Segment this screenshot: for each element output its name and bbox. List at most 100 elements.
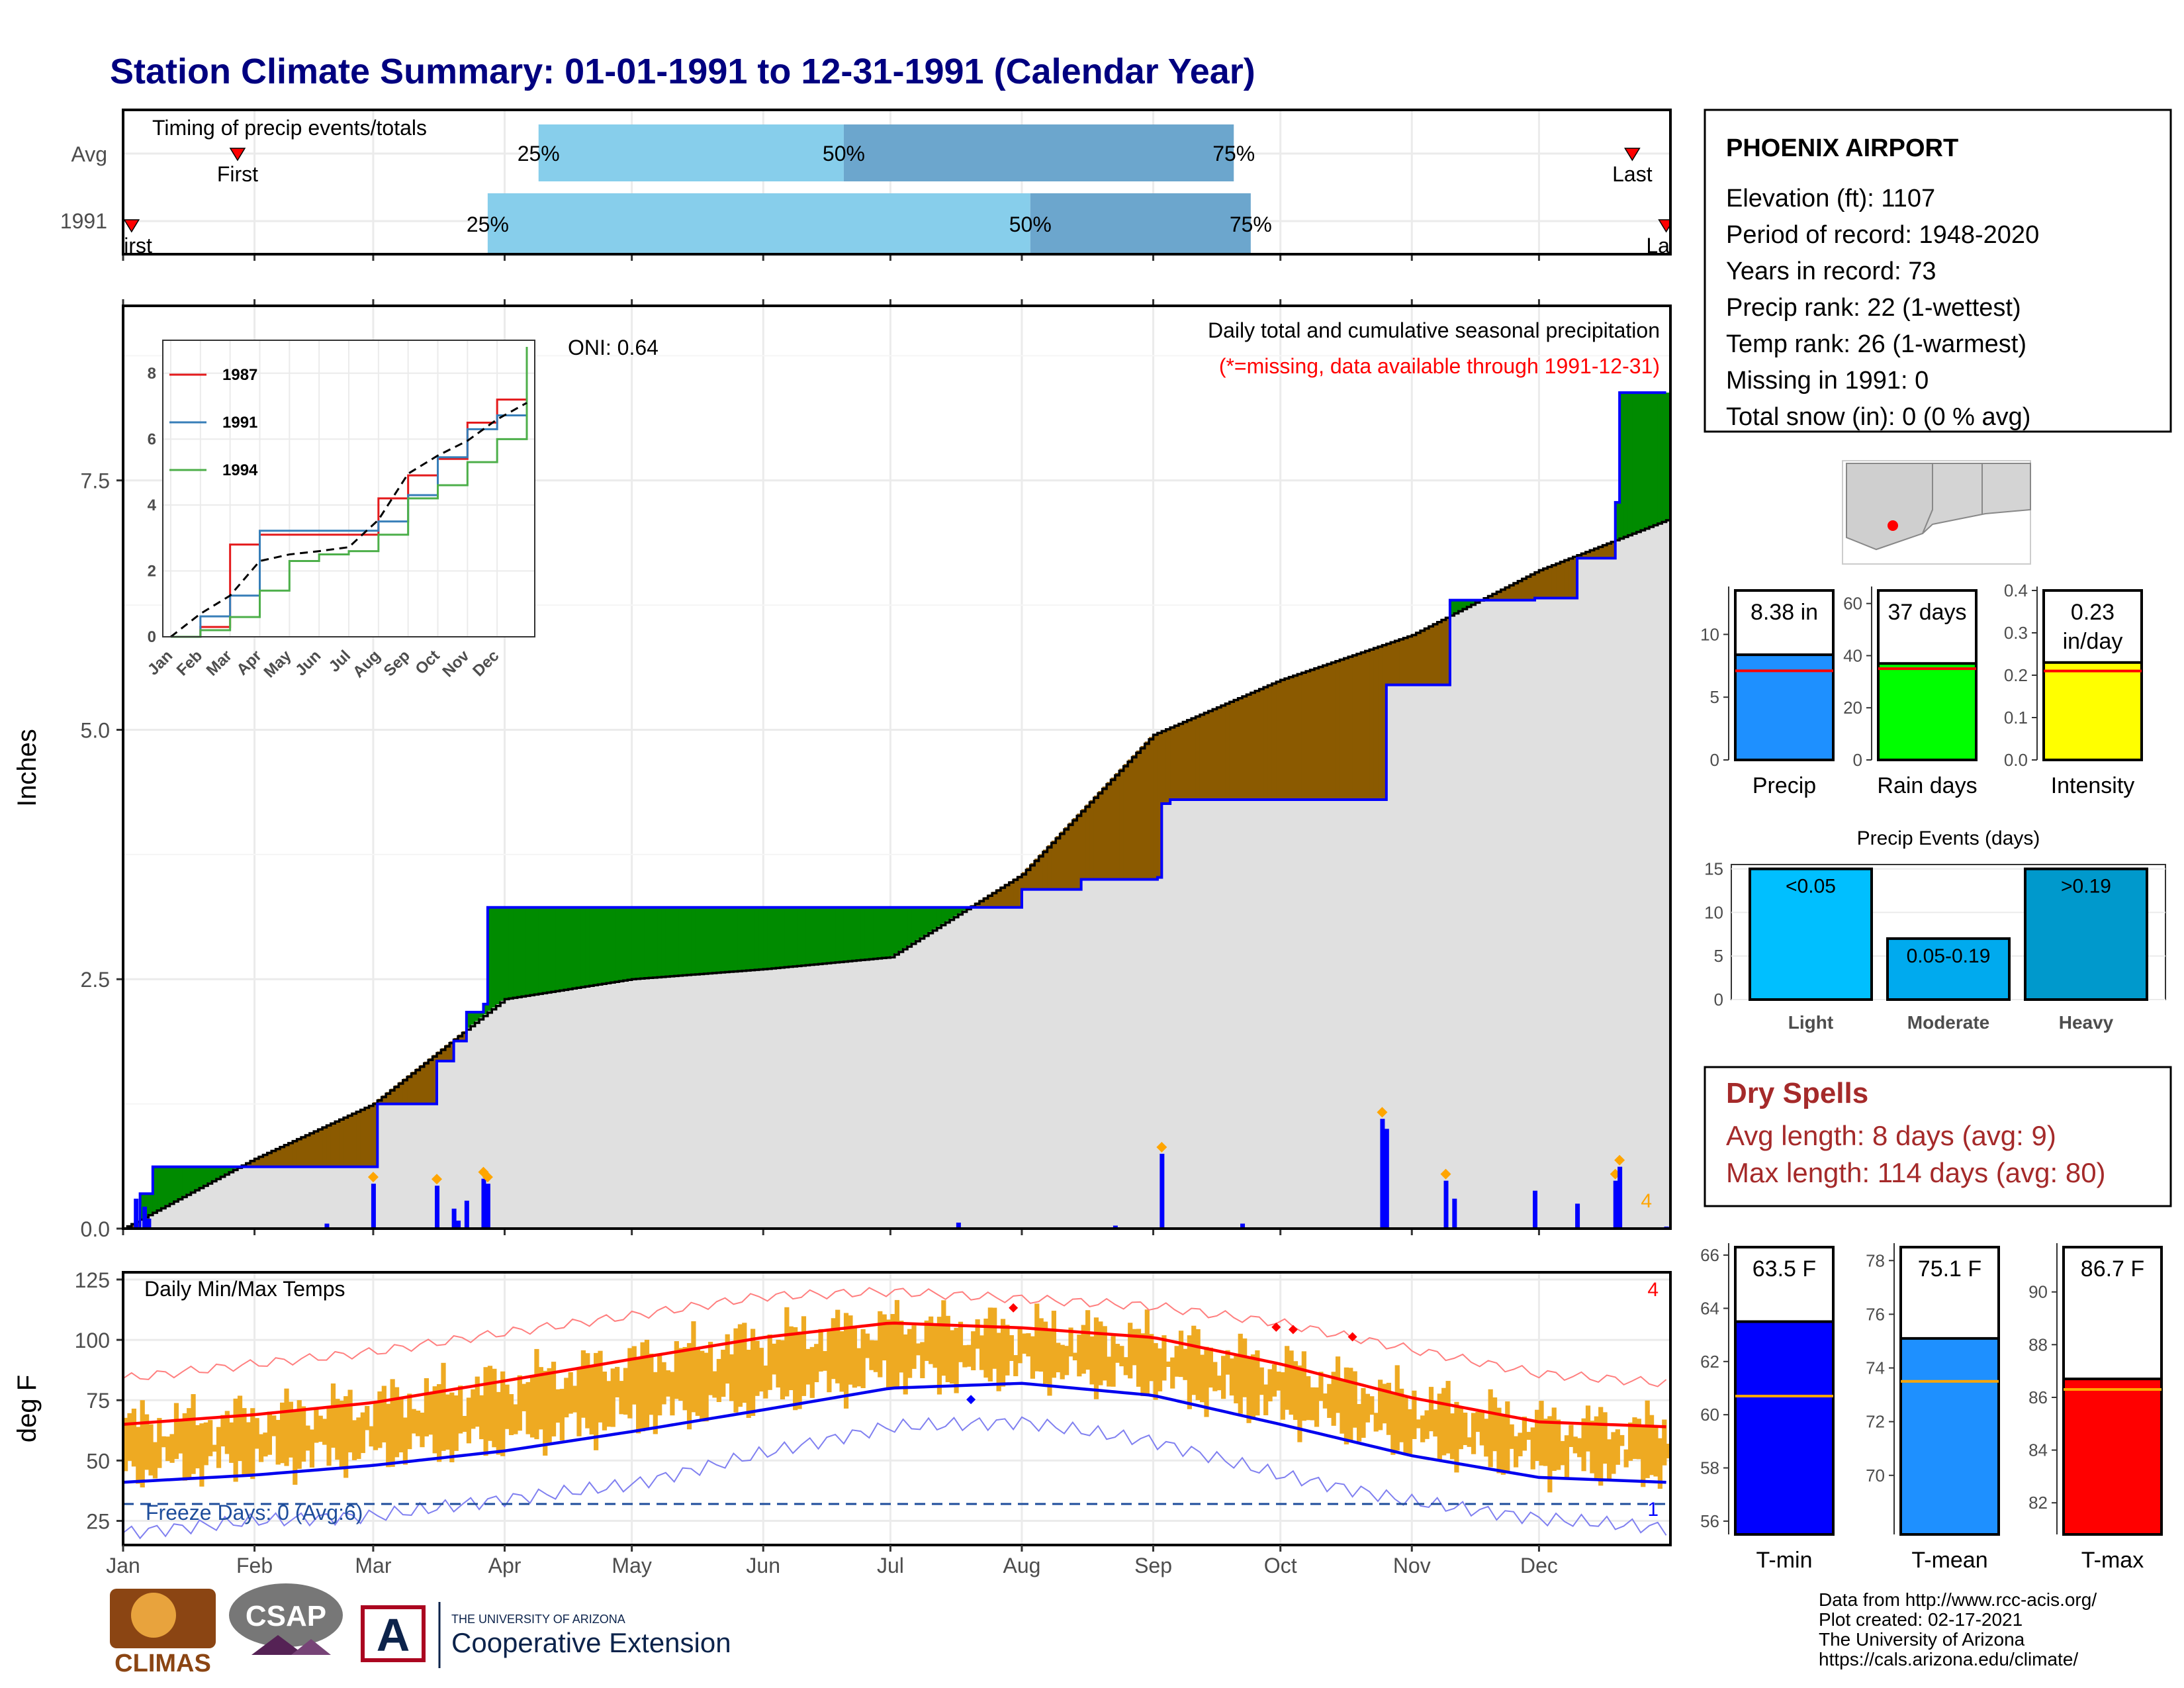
above-avg-fill — [483, 1004, 488, 1015]
ua-logo-small: THE UNIVERSITY OF ARIZONA — [451, 1613, 625, 1626]
daily-temp-bar — [1590, 1421, 1595, 1474]
below-avg-fill — [1539, 569, 1544, 598]
above-avg-fill — [721, 907, 726, 972]
small-bar-name: T-min — [1756, 1548, 1813, 1573]
timing-marker-label: Last — [1612, 162, 1653, 186]
above-avg-fill — [606, 907, 612, 983]
daily-temp-bar — [1382, 1383, 1387, 1424]
daily-temp-bar — [1234, 1354, 1239, 1403]
small-bar-ytick-label: 5 — [1710, 687, 1719, 707]
below-avg-fill — [1526, 575, 1531, 600]
daily-precip-bar — [481, 1178, 486, 1229]
above-avg-fill — [751, 907, 756, 970]
daily-temp-bar — [933, 1325, 938, 1368]
daily-temp-bar — [1373, 1413, 1379, 1432]
events-category-label: Light — [1788, 1012, 1833, 1033]
daily-temp-bar — [627, 1348, 633, 1419]
daily-temp-bar — [1331, 1372, 1336, 1426]
daily-temp-bar — [780, 1340, 786, 1400]
daily-temp-bar — [1318, 1372, 1324, 1401]
above-avg-fill — [1641, 393, 1646, 530]
climas-logo: CLIMAS — [110, 1589, 216, 1677]
small-bar-ytick-label: 84 — [2028, 1440, 2048, 1460]
small-bar-ytick-label: 0.4 — [2004, 581, 2028, 600]
daily-temp-bar — [691, 1321, 696, 1413]
below-avg-fill — [1085, 804, 1091, 880]
daily-temp-bar — [347, 1389, 353, 1453]
below-avg-fill — [1115, 773, 1120, 880]
above-avg-fill — [594, 907, 599, 985]
daily-temp-bar — [809, 1346, 815, 1398]
daily-temp-bar — [1195, 1329, 1201, 1401]
below-avg-fill — [1585, 551, 1590, 559]
daily-temp-bar — [784, 1307, 790, 1397]
below-avg-fill — [1000, 886, 1005, 908]
daily-temp-bar — [1611, 1432, 1616, 1474]
below-avg-fill — [1161, 730, 1167, 804]
small-bar-value-label: 86.7 F — [2081, 1256, 2144, 1282]
daily-temp-bar — [1467, 1437, 1472, 1447]
daily-temp-bar — [1547, 1416, 1553, 1493]
below-avg-fill — [1089, 800, 1095, 880]
below-avg-fill — [1187, 719, 1192, 800]
daily-temp-bar — [250, 1408, 255, 1479]
daily-temp-bar — [1161, 1335, 1167, 1381]
below-avg-fill — [1581, 552, 1586, 559]
daily-temp-bar — [606, 1381, 612, 1427]
above-avg-fill — [1454, 600, 1459, 613]
below-avg-fill — [987, 894, 993, 908]
daily-temp-bar — [564, 1378, 569, 1418]
daily-temp-bar — [140, 1400, 145, 1488]
above-avg-fill — [725, 907, 730, 972]
daily-temp-bar — [576, 1368, 582, 1436]
daily-temp-bar — [339, 1400, 344, 1469]
daily-precip-bar — [134, 1198, 139, 1229]
below-avg-fill — [1216, 706, 1222, 800]
daily-temp-bar — [1598, 1407, 1604, 1486]
above-avg-fill — [203, 1166, 208, 1185]
above-avg-fill — [890, 907, 895, 957]
daily-temp-bar — [173, 1403, 179, 1460]
daily-temp-bar — [487, 1366, 493, 1441]
above-avg-fill — [529, 907, 535, 995]
above-avg-fill — [475, 1011, 480, 1021]
below-avg-fill — [1602, 544, 1608, 559]
below-avg-fill — [1157, 731, 1162, 878]
record-min-line — [122, 1416, 1667, 1540]
below-avg-fill — [462, 1031, 467, 1041]
daily-precip-bar — [371, 1184, 376, 1229]
daily-temp-bar — [483, 1367, 488, 1456]
above-avg-fill — [1463, 600, 1468, 608]
below-avg-fill — [1107, 782, 1112, 880]
daily-temp-bar — [772, 1343, 777, 1375]
above-avg-fill — [631, 907, 637, 980]
daily-temp-bar — [788, 1326, 794, 1391]
daily-temp-bar — [843, 1313, 849, 1409]
below-avg-fill — [360, 1109, 365, 1167]
above-avg-fill — [1662, 393, 1667, 522]
temp-panel: 25 50 75 100 125 deg F Daily Min/Max Temps F… — [13, 1268, 1672, 1577]
page-title: Station Climate Summary: 01-01-1991 to 1… — [110, 52, 1255, 91]
events-title: Precip Events (days) — [1857, 827, 2040, 849]
daily-temp-bar — [954, 1327, 959, 1393]
small-bar-ytick-label: 62 — [1700, 1352, 1719, 1372]
inset-legend-label: 1994 — [222, 461, 258, 479]
daily-temp-bar — [1077, 1335, 1082, 1377]
daily-temp-bar — [899, 1321, 904, 1373]
daily-temp-bar — [894, 1299, 900, 1389]
daily-temp-bar — [801, 1316, 807, 1396]
daily-temp-bar — [1140, 1333, 1146, 1397]
timing-row-label-avg: Avg — [71, 142, 107, 166]
daily-temp-bar — [1263, 1384, 1269, 1415]
daily-temp-bar — [1505, 1401, 1510, 1472]
above-avg-fill — [522, 907, 527, 996]
above-avg-fill — [784, 907, 790, 967]
daily-temp-bar — [390, 1379, 395, 1467]
below-avg-fill — [394, 1085, 399, 1104]
below-avg-fill — [351, 1112, 357, 1167]
daily-temp-bar — [754, 1340, 760, 1396]
daily-temp-bar — [856, 1348, 862, 1387]
daily-temp-bar — [437, 1383, 442, 1462]
below-avg-fill — [1238, 697, 1243, 800]
below-avg-fill — [1030, 863, 1035, 890]
